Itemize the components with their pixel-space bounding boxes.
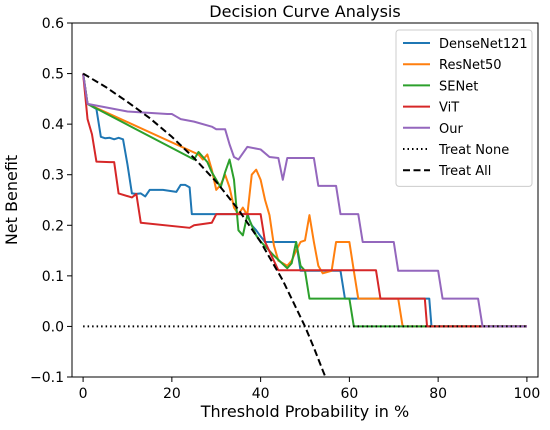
y-tick-label: −0.1 [30,370,64,386]
series-layer [82,72,527,377]
legend-label-treat-all: Treat All [438,164,491,179]
y-tick-label: 0.1 [42,269,64,285]
x-tick-label: 80 [429,386,447,402]
x-tick-label: 40 [252,386,270,402]
x-tick-label: 60 [340,386,358,402]
legend-label-vit: ViT [439,101,459,116]
legend-box [395,29,533,187]
series-line-senet [82,73,527,328]
series-line-resnet50 [82,73,527,328]
x-tick-label: 20 [163,386,181,402]
series-line-vit [82,73,527,328]
series-line-our [82,73,527,328]
legend: DenseNet121 ResNet50 SENet ViT Our Treat None… [395,29,533,187]
y-tick-label: 0.4 [42,117,64,133]
chart-title: Decision Curve Analysis [209,2,400,21]
y-tick-label: 0.0 [42,319,64,335]
y-axis-label: Net Benefit [2,155,21,245]
ticks-layer: 0 20 40 60 80 100 −0.1 0.0 0.1 0.2 0.3 0.4 0.5 0.6 [30,16,540,402]
x-tick-label: 100 [514,386,541,402]
x-axis-label: Threshold Probability in % [200,402,409,421]
plot-frame [71,22,539,378]
series-line-treat-all [82,72,327,377]
y-tick-label: 0.6 [42,16,64,32]
y-tick-label: 0.3 [42,168,64,184]
legend-label-our: Our [439,122,463,137]
y-tick-label: 0.5 [42,67,64,83]
legend-label-densenet121: DenseNet121 [439,37,528,52]
legend-label-senet: SENet [439,79,478,94]
legend-label-treat-none: Treat None [438,143,509,158]
y-tick-label: 0.2 [42,218,64,234]
legend-label-resnet50: ResNet50 [439,58,502,73]
x-tick-label: 0 [79,386,88,402]
